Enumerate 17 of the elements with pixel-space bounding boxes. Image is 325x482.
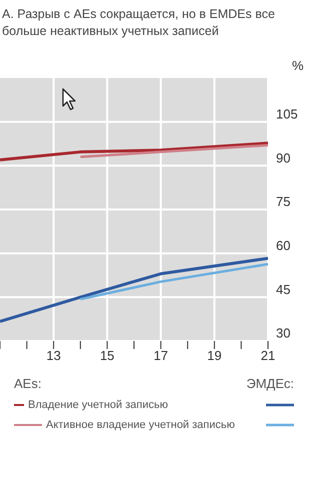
- y-tick-label: 45: [276, 282, 290, 297]
- x-tick-label: 13: [46, 348, 61, 364]
- x-tick-label: 19: [207, 348, 222, 364]
- y-tick-label: 60: [276, 238, 290, 253]
- x-tick-label: 17: [154, 348, 168, 364]
- x-tick-label: 15: [100, 348, 114, 364]
- text: AEs:: [14, 376, 42, 391]
- chart-title: А. Разрыв с AEs сокращается, но в EMDEs все больше неактивных учетных записей: [2, 6, 276, 40]
- legend-label: Активное владение учетной записью: [46, 419, 236, 431]
- y-axis-title: %: [292, 58, 304, 73]
- y-tick-label: 30: [276, 326, 290, 341]
- y-tick-label: 105: [276, 106, 298, 122]
- y-tick-label: 75: [276, 194, 290, 210]
- legend-label: Владение учетной записью: [28, 399, 169, 411]
- x-tick-label: 21: [260, 348, 276, 364]
- y-tick-label: 90: [276, 150, 290, 166]
- text: ЭМДЕс:: [246, 376, 294, 391]
